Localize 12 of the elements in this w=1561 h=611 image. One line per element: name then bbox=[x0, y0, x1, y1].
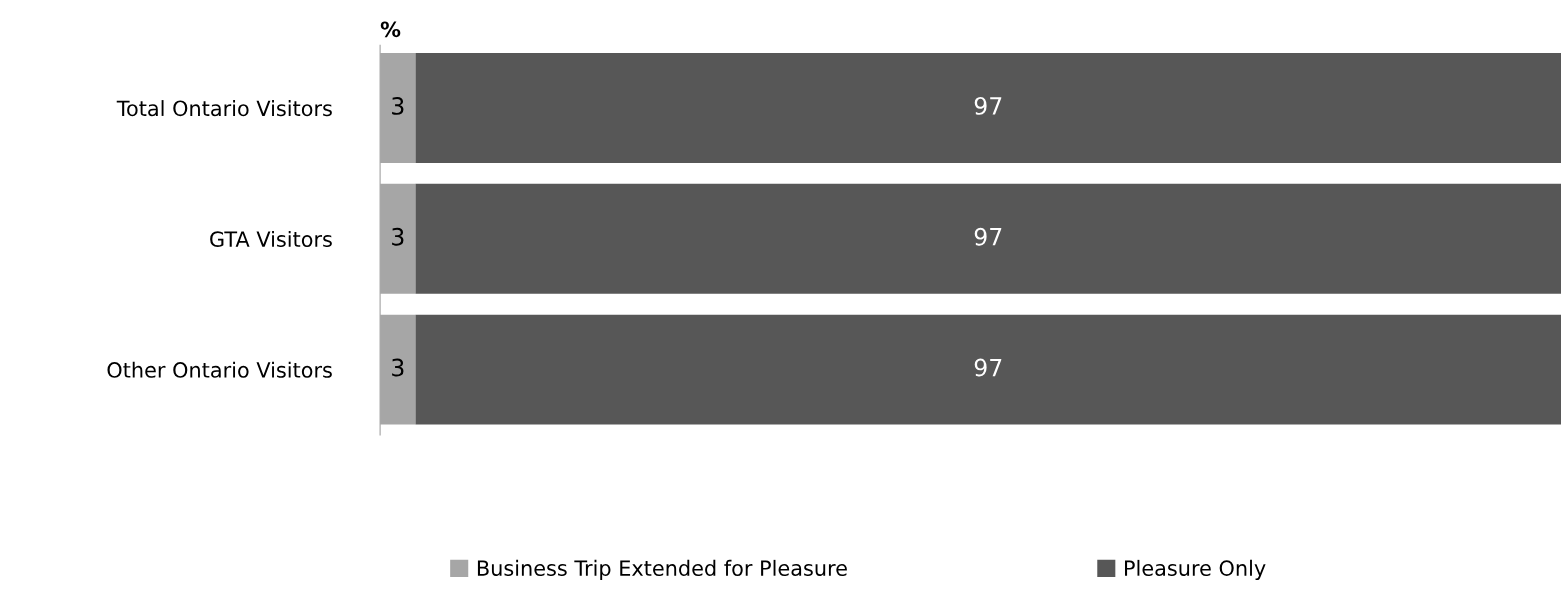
data-label: 3 bbox=[392, 96, 404, 115]
data-label: 97 bbox=[974, 96, 1002, 115]
legend-label: Business Trip Extended for Pleasure bbox=[477, 559, 847, 581]
chart-title: % bbox=[380, 21, 401, 38]
data-label: 3 bbox=[392, 227, 404, 246]
data-label: 97 bbox=[974, 227, 1002, 246]
legend-label: Pleasure Only bbox=[1125, 559, 1266, 581]
y-tick-label: GTA Visitors bbox=[210, 230, 332, 248]
y-tick-label: Total Ontario Visitors bbox=[116, 100, 332, 117]
data-label: 3 bbox=[392, 358, 404, 377]
data-label: 97 bbox=[974, 358, 1002, 377]
y-tick-label: Other Ontario Visitors bbox=[107, 361, 332, 378]
